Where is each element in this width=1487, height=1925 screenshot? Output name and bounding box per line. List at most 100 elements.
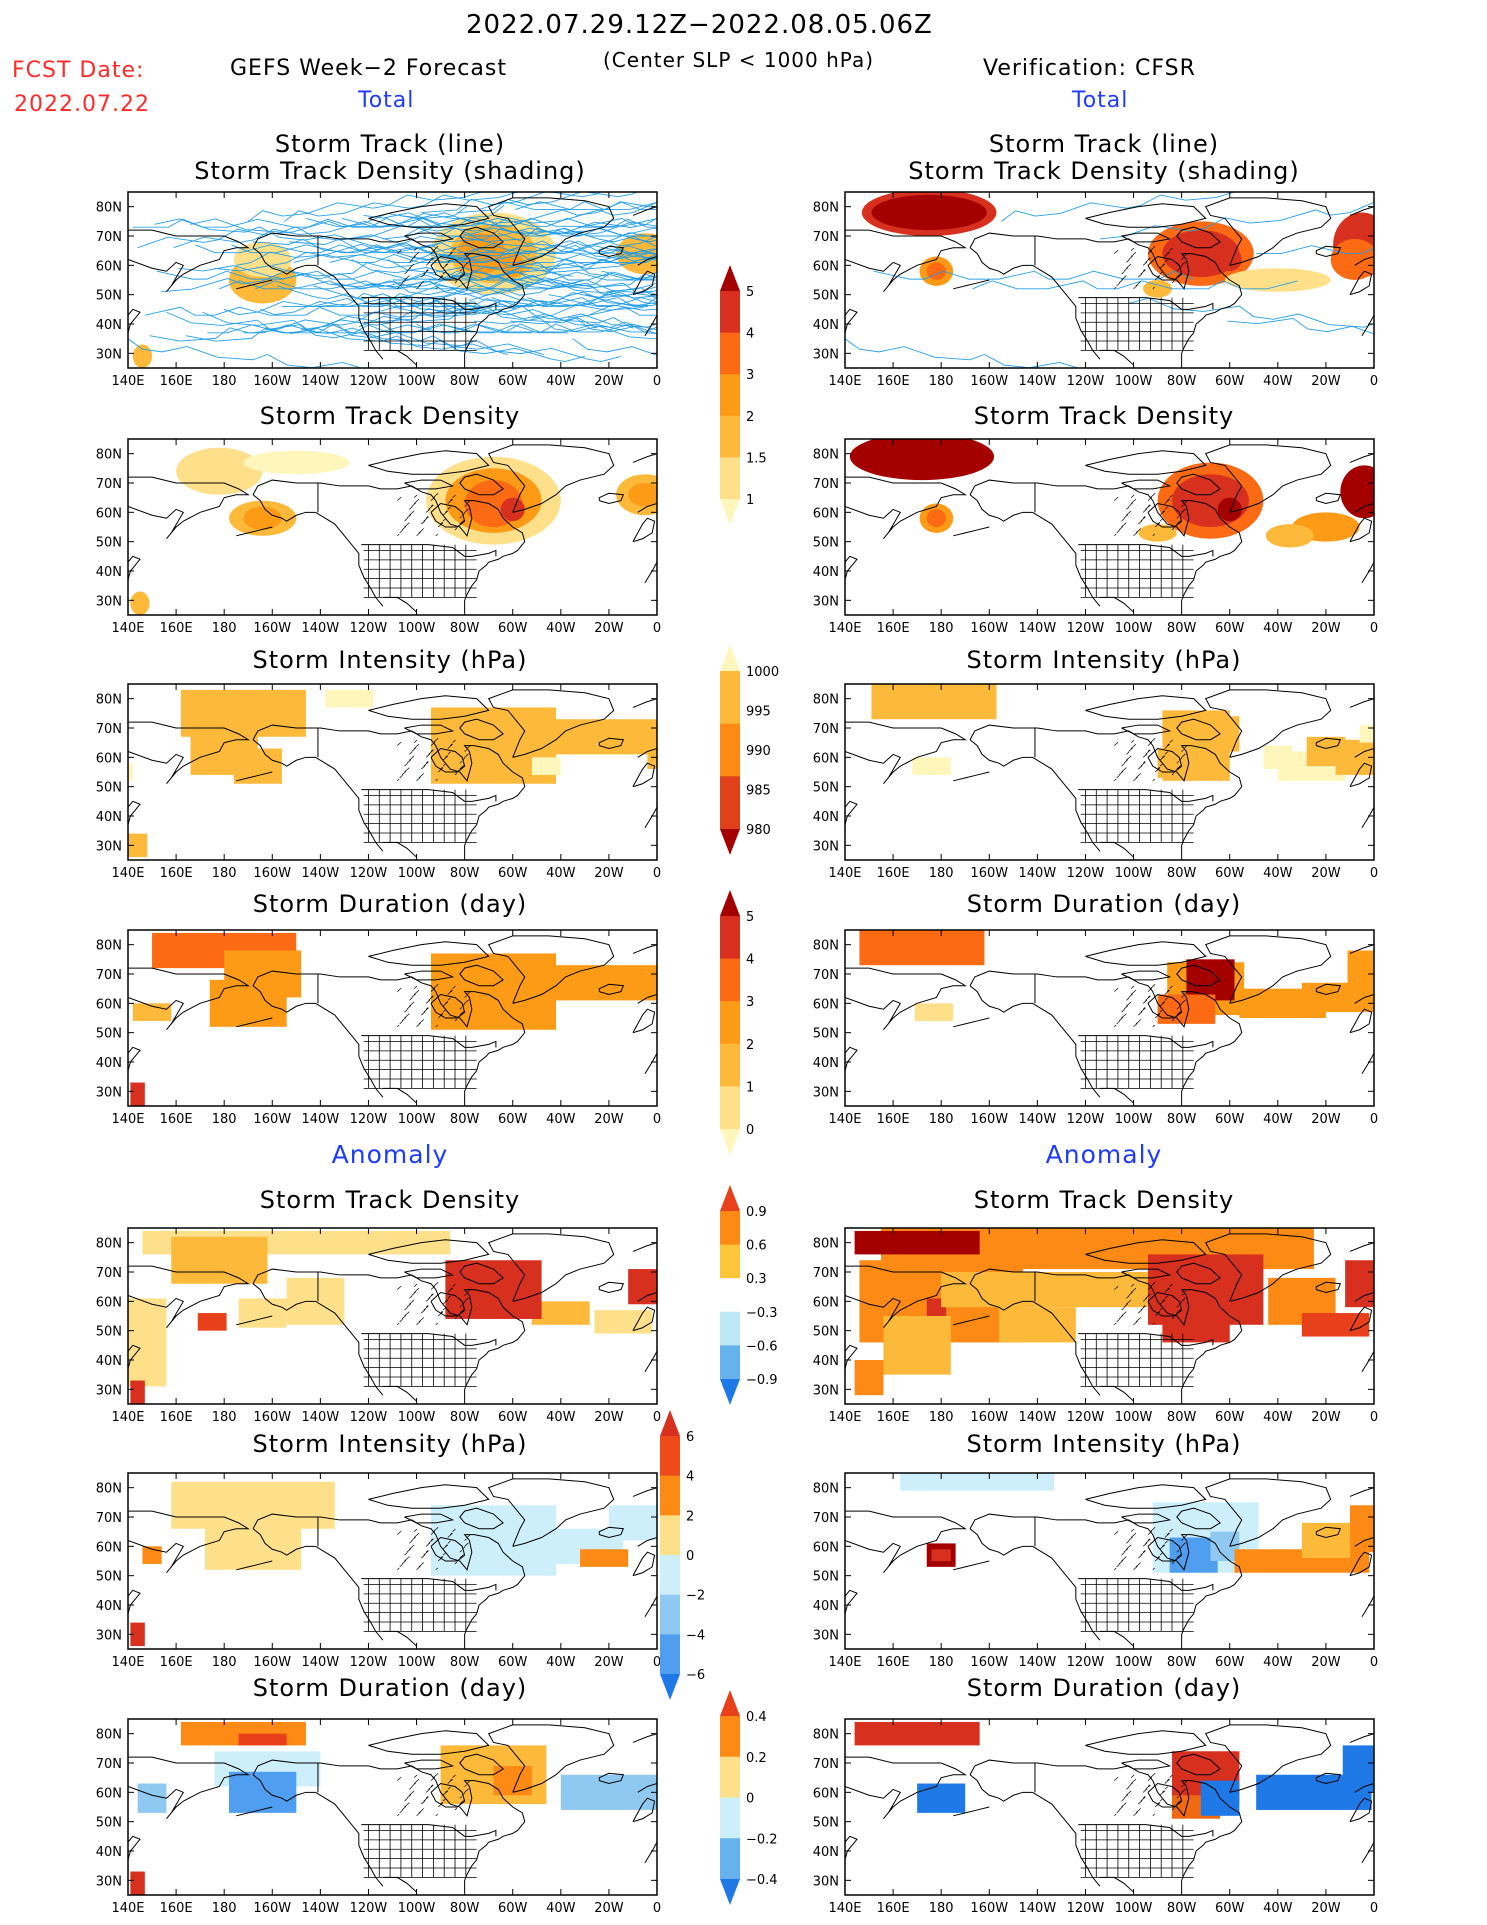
lon-tick-label: 0 (653, 374, 661, 389)
lat-tick-label: 70N (96, 968, 122, 983)
lat-tick-label: 80N (813, 1482, 839, 1497)
colorbar-label: −0.9 (746, 1373, 778, 1388)
colorbar-label: 3 (746, 368, 754, 383)
map-frame (844, 683, 1375, 861)
shading-layer (859, 930, 1374, 1024)
fcst-date-label: FCST Date: (12, 58, 145, 83)
map-frame (844, 1227, 1375, 1405)
lat-tick-label: 70N (96, 477, 122, 492)
lon-tick-label: 100W (1115, 1112, 1153, 1127)
lon-tick-label: 120W (1067, 374, 1105, 389)
lat-tick-label: 40N (96, 1354, 122, 1369)
lat-tick-label: 70N (813, 1757, 839, 1772)
colorbar-label: 0 (746, 1792, 754, 1807)
lat-tick-label: 50N (813, 1816, 839, 1831)
lon-tick-label: 140E (828, 1655, 861, 1670)
colorbar-label: 4 (686, 1470, 694, 1485)
lat-tick-label: 50N (96, 536, 122, 551)
lon-tick-label: 20W (1311, 1410, 1341, 1425)
lat-tick-label: 60N (813, 259, 839, 274)
colorbar-density_anom: 0.9 0.6 0.3 −0.3 −0.6 −0.9 (720, 1185, 778, 1405)
lon-tick-label: 100W (1115, 374, 1153, 389)
lon-tick-label: 140W (302, 621, 340, 636)
lon-tick-label: 40W (1263, 1410, 1293, 1425)
colorbar-label: 990 (746, 744, 771, 759)
lon-tick-label: 40W (546, 1112, 576, 1127)
lon-tick-label: 140E (828, 1901, 861, 1916)
lat-tick-label: 80N (96, 201, 122, 216)
lon-tick-label: 60W (1215, 1410, 1245, 1425)
lon-tick-label: 160E (160, 374, 193, 389)
lon-tick-label: 20W (594, 866, 624, 881)
panel-title-duration-anom-fcst: Storm Duration (day) (252, 1674, 528, 1702)
lat-tick-label: 60N (813, 1540, 839, 1555)
panel-title-track-line-fcst: Storm Track (line) (274, 130, 506, 158)
lon-tick-label: 180 (212, 1901, 237, 1916)
coastline-layer (128, 197, 657, 366)
lon-tick-label: 0 (653, 1410, 661, 1425)
lat-tick-label: 50N (96, 1570, 122, 1585)
lat-tick-label: 70N (96, 230, 122, 245)
lon-tick-label: 160W (970, 866, 1008, 881)
colorbar-label: −0.4 (746, 1873, 778, 1888)
lat-tick-label: 60N (96, 1786, 122, 1801)
lat-tick-label: 50N (813, 536, 839, 551)
lon-tick-label: 80W (450, 1410, 480, 1425)
map-frame (127, 191, 658, 369)
lon-tick-label: 100W (398, 1112, 436, 1127)
lon-tick-label: 160W (253, 1112, 291, 1127)
lon-tick-label: 180 (212, 866, 237, 881)
lon-tick-label: 20W (1311, 1655, 1341, 1670)
colorbar-label: 995 (746, 705, 771, 720)
lon-tick-label: 0 (1370, 621, 1378, 636)
lon-tick-label: 80W (1167, 1112, 1197, 1127)
lon-tick-label: 140E (111, 866, 144, 881)
colorbar-label: 0.2 (746, 1751, 767, 1766)
lon-tick-label: 160W (253, 1901, 291, 1916)
lat-tick-label: 80N (96, 448, 122, 463)
lon-tick-label: 20W (594, 1112, 624, 1127)
map-panel-ianom_f: 80N 70N 60N 50N 40N 30N 140E 160E 180 160W 140W 120… (96, 1472, 661, 1670)
lon-tick-label: 60W (1215, 1112, 1245, 1127)
coastline-layer (128, 1233, 657, 1402)
panel-title-intensity-fcst: Storm Intensity (hPa) (252, 646, 528, 674)
lon-tick-label: 180 (212, 374, 237, 389)
lat-tick-label: 40N (96, 1056, 122, 1071)
lat-tick-label: 70N (813, 1511, 839, 1526)
lon-tick-label: 140W (1019, 621, 1057, 636)
lon-tick-label: 160E (160, 1410, 193, 1425)
verification-title: Verification: CFSR (983, 56, 1196, 81)
colorbar-label: 4 (746, 953, 754, 968)
colorbar-label: 0.9 (746, 1205, 767, 1220)
lon-tick-label: 120W (1067, 1410, 1105, 1425)
lon-tick-label: 140W (1019, 1901, 1057, 1916)
lat-tick-label: 80N (813, 939, 839, 954)
lon-tick-label: 180 (929, 1410, 954, 1425)
lat-tick-label: 40N (813, 318, 839, 333)
lon-tick-label: 140W (1019, 1112, 1057, 1127)
lat-tick-label: 30N (96, 1383, 122, 1398)
lat-tick-label: 60N (813, 506, 839, 521)
shading-layer (130, 447, 657, 615)
lon-tick-label: 160E (877, 1112, 910, 1127)
lon-tick-label: 120W (350, 1655, 388, 1670)
storm-track-lines (128, 192, 657, 368)
lon-tick-label: 60W (498, 1901, 528, 1916)
lon-tick-label: 120W (350, 621, 388, 636)
lon-tick-label: 120W (350, 866, 388, 881)
storm-track-lines (845, 192, 1374, 368)
lon-tick-label: 60W (498, 1112, 528, 1127)
panel-title-duration-fcst: Storm Duration (day) (252, 890, 528, 918)
colorbar-label: −0.3 (746, 1306, 778, 1321)
lon-tick-label: 0 (1370, 1655, 1378, 1670)
map-panel-int_f: 80N 70N 60N 50N 40N 30N 140E 160E 180 160W 140W 120… (96, 683, 661, 881)
lat-tick-label: 60N (96, 1295, 122, 1310)
lon-tick-label: 180 (929, 866, 954, 881)
lon-tick-label: 40W (1263, 1655, 1293, 1670)
map-frame (127, 1718, 658, 1896)
lon-tick-label: 60W (498, 866, 528, 881)
panel-title-density-anom-fcst: Storm Track Density (259, 1186, 521, 1214)
lon-tick-label: 60W (498, 1410, 528, 1425)
lon-tick-label: 20W (594, 1655, 624, 1670)
lat-tick-label: 80N (96, 1237, 122, 1252)
